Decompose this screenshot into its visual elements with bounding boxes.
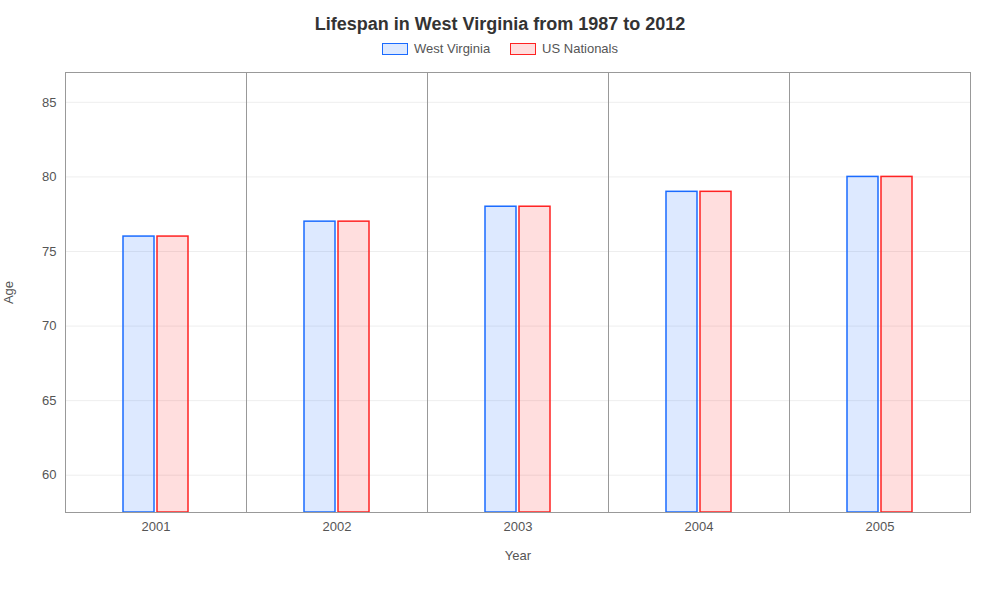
html-text:West Virginia: West Virginia xyxy=(414,41,491,56)
html-text:Lifespan in West Virginia from: Lifespan in West Virginia from 1987 to 2… xyxy=(314,14,686,34)
svg-text:2002: 2002 xyxy=(323,519,352,534)
svg-text:2004: 2004 xyxy=(685,519,714,534)
svg-text:80: 80 xyxy=(42,169,56,184)
svg-text:Age: Age xyxy=(1,281,16,304)
svg-text:2001: 2001 xyxy=(142,519,171,534)
svg-text:60: 60 xyxy=(42,467,56,482)
svg-text:85: 85 xyxy=(42,94,56,109)
svg-text:2003: 2003 xyxy=(504,519,533,534)
svg-text:Year: Year xyxy=(505,548,532,563)
svg-text:65: 65 xyxy=(42,393,56,408)
svg-text:70: 70 xyxy=(42,318,56,333)
svg-text:2005: 2005 xyxy=(866,519,895,534)
svg-text:75: 75 xyxy=(42,244,56,259)
html-text:US Nationals: US Nationals xyxy=(542,41,618,56)
